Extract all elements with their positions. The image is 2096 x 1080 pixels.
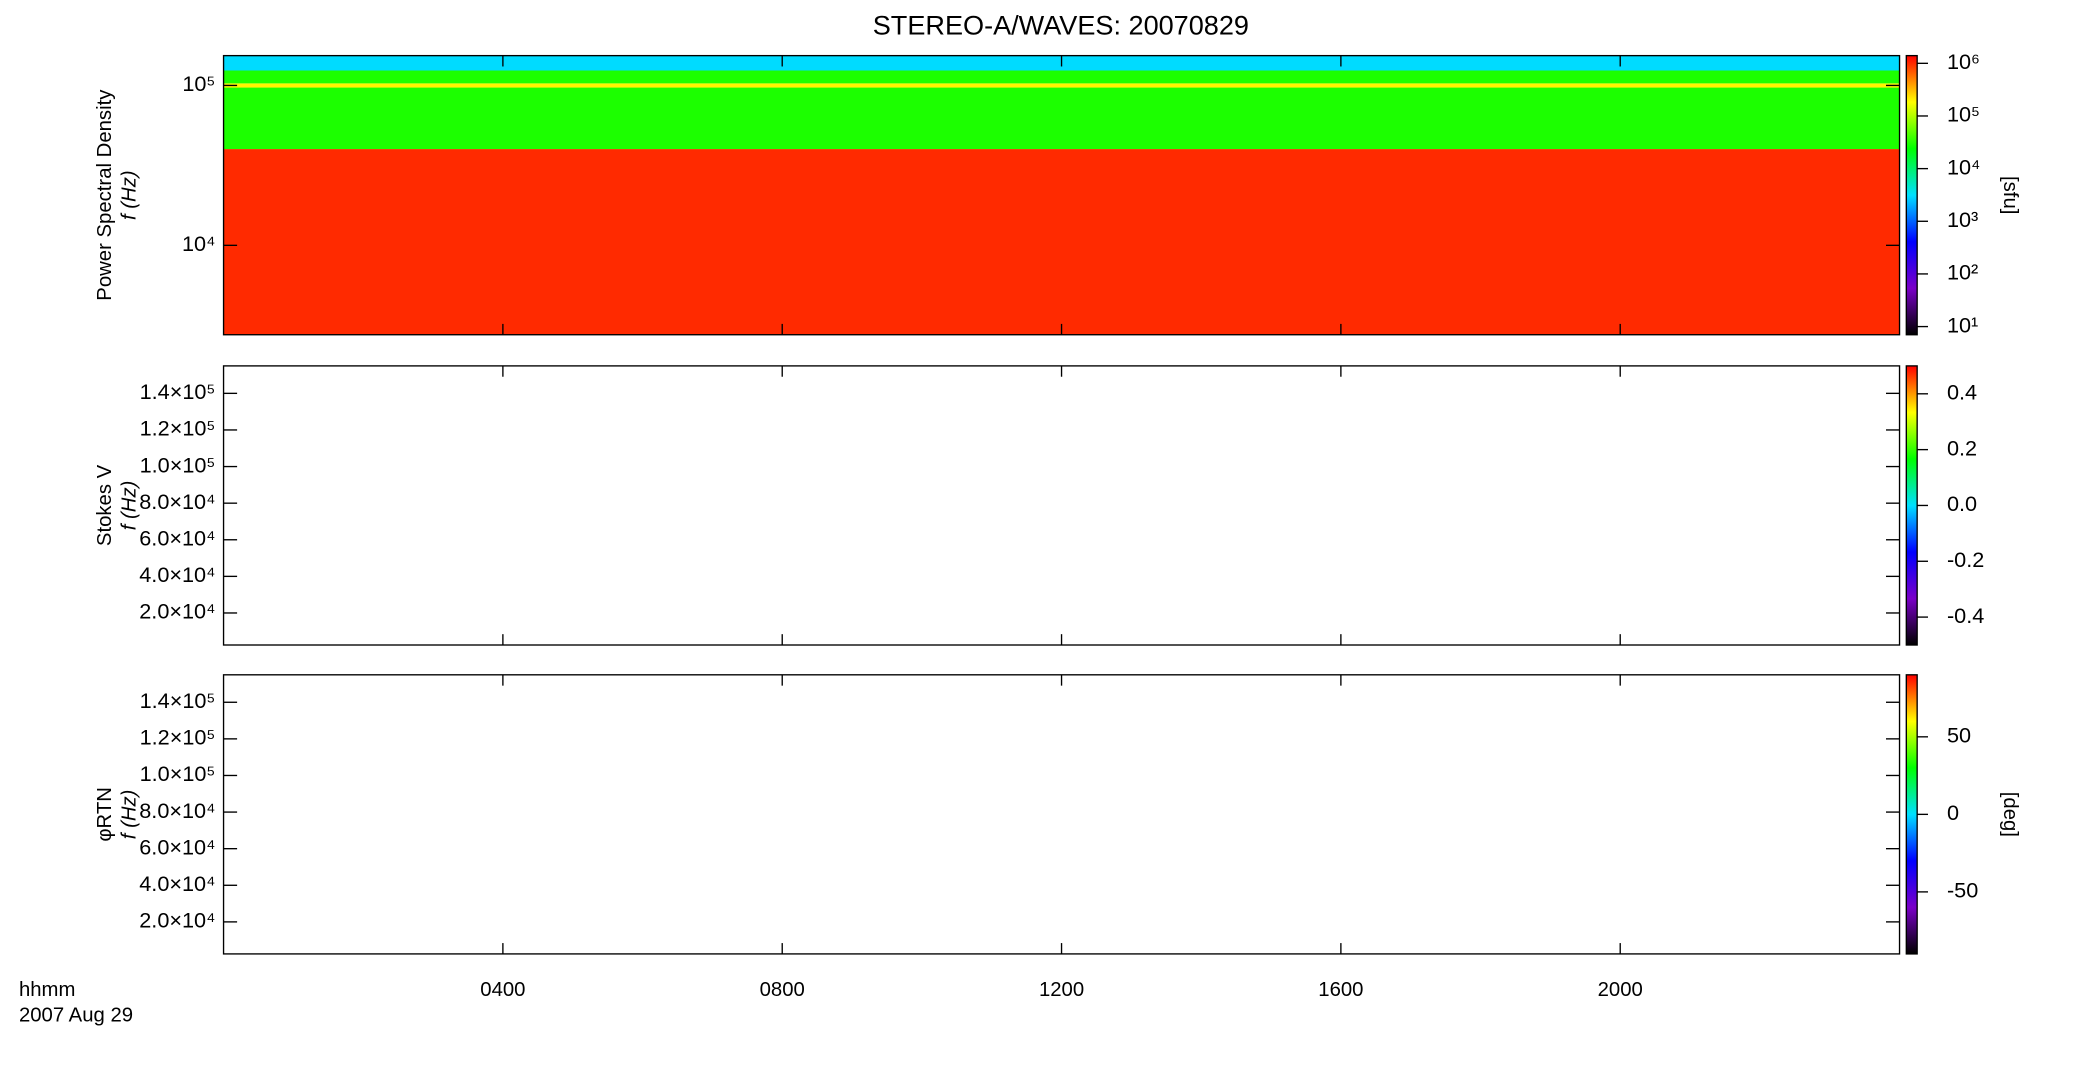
colorbar — [1905, 54, 1918, 336]
y-tick-label: 4.0×10⁴ — [139, 562, 215, 587]
y-tick-label: 2.0×10⁴ — [139, 599, 215, 624]
y-tick-label: 1.4×10⁵ — [140, 688, 216, 713]
colorbar-tick-label: -50 — [1947, 878, 1978, 903]
y-tick-label: 8.0×10⁴ — [139, 489, 215, 514]
y-tick-label: 1.0×10⁵ — [140, 761, 216, 786]
colorbar — [1905, 365, 1918, 646]
plot-frame — [222, 674, 1901, 955]
x-tick-label: 1200 — [1039, 979, 1084, 1001]
colorbar-tick-label: 0.0 — [1947, 491, 1977, 516]
heatmap-cell — [223, 70, 1900, 84]
y-tick-label: 8.0×10⁴ — [139, 798, 215, 823]
y-axis-label: f (Hz) — [118, 481, 140, 531]
y-tick-label: 6.0×10⁴ — [139, 834, 215, 859]
colorbar-tick-label: 50 — [1947, 723, 1971, 748]
y-axis-label-group: φRTN f (Hz) — [94, 787, 140, 842]
colorbar-tick-label: 10⁴ — [1947, 154, 1980, 179]
y-tick-label: 1.2×10⁵ — [140, 725, 216, 750]
y-axis-label-group: Power Spectral Density f (Hz) — [94, 89, 140, 301]
y-tick-label: 6.0×10⁴ — [139, 525, 215, 550]
colorbar-tick-label: 0.2 — [1947, 435, 1977, 460]
colorbar-tick-label: 0.4 — [1947, 380, 1977, 405]
y-tick-label: 1.2×10⁵ — [140, 416, 216, 441]
y-axis-label: Power Spectral Density — [94, 89, 116, 301]
x-axis-label: hhmm — [19, 979, 75, 1001]
y-axis-label: f (Hz) — [118, 790, 140, 840]
colorbar-label-group: [deg] — [1999, 792, 2021, 837]
colorbar-tick-label: -0.2 — [1947, 547, 1984, 572]
x-axis-date: 2007 Aug 29 — [19, 1005, 133, 1027]
colorbar-tick-label: -0.4 — [1947, 603, 1984, 628]
colorbar — [1905, 674, 1918, 955]
x-tick-label: 2000 — [1598, 979, 1643, 1001]
colorbar-tick-label: 10⁶ — [1947, 49, 1980, 74]
colorbar-tick-label: 10³ — [1947, 207, 1978, 232]
colorbar-label: [deg] — [1999, 792, 2021, 837]
heatmap-cell — [223, 83, 1900, 88]
y-tick-label: 10⁴ — [182, 231, 215, 256]
y-axis-label: φRTN — [94, 787, 116, 842]
colorbar-label: [sfu] — [1999, 176, 2021, 214]
y-tick-label: 1.0×10⁵ — [140, 452, 216, 477]
colorbar-tick-label: 10² — [1947, 260, 1978, 285]
colorbar-tick-label: 0 — [1947, 800, 1959, 825]
y-axis-label: f (Hz) — [118, 170, 140, 220]
plot-frame — [222, 365, 1901, 646]
x-tick-label: 0400 — [480, 979, 525, 1001]
heatmap-cell — [223, 149, 1900, 335]
y-tick-label: 10⁵ — [182, 71, 215, 96]
y-tick-label: 4.0×10⁴ — [139, 871, 215, 896]
colorbar-tick-label: 10⁵ — [1947, 102, 1980, 127]
x-tick-label: 1600 — [1318, 979, 1363, 1001]
colorbar-tick-label: 10¹ — [1947, 312, 1978, 337]
colorbar-label-group: [sfu] — [1999, 176, 2021, 214]
y-tick-label: 2.0×10⁴ — [139, 908, 215, 933]
chart-title: STEREO-A/WAVES: 20070829 — [873, 9, 1249, 40]
y-axis-label: Stokes V — [94, 464, 116, 546]
x-tick-label: 0800 — [760, 979, 805, 1001]
y-tick-label: 1.4×10⁵ — [140, 379, 216, 404]
heatmap-cell — [223, 87, 1900, 150]
